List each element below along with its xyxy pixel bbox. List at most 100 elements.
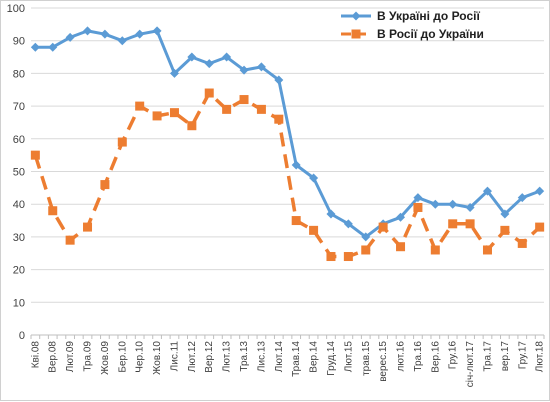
x-tick-label: Лют.12 (187, 341, 198, 373)
data-point (239, 65, 249, 75)
x-tick-label: Лют.15 (343, 341, 354, 373)
data-point (448, 219, 458, 229)
data-point (274, 114, 284, 124)
data-point (326, 252, 336, 262)
series-group (30, 26, 545, 262)
y-tick-label: 20 (13, 265, 25, 277)
data-point (83, 26, 93, 36)
legend: В Україні до Росії В Росії до України (341, 9, 484, 41)
data-point (274, 75, 284, 85)
data-point (396, 242, 406, 252)
data-point (517, 193, 527, 203)
data-point (100, 29, 110, 39)
data-point (413, 202, 423, 212)
data-point (204, 88, 214, 98)
data-point (117, 36, 127, 46)
x-tick-label: Кві.08 (30, 341, 41, 369)
x-tick-label: Тра.17 (482, 341, 493, 372)
data-point (500, 209, 510, 219)
data-point (30, 150, 40, 160)
data-point (117, 137, 127, 147)
data-point (187, 121, 197, 131)
data-point (343, 252, 353, 262)
x-tick-label: Жов.10 (152, 341, 163, 375)
x-tick-label: Бер.10 (117, 341, 128, 373)
x-tick-label: Трав.14 (291, 341, 302, 377)
y-tick-label: 100 (7, 3, 25, 15)
data-point (465, 202, 475, 212)
x-tick-label: Тра.13 (239, 341, 250, 372)
data-point (239, 95, 249, 105)
legend-marker (351, 11, 361, 21)
data-point (135, 29, 145, 39)
y-axis-ticks: 0 10 20 30 40 50 60 70 80 90 100 (7, 3, 25, 342)
data-point (256, 62, 266, 72)
x-tick-label: Лют.13 (222, 341, 233, 373)
data-point (309, 173, 319, 183)
data-point (378, 222, 388, 232)
data-point (204, 59, 214, 69)
x-tick-label: верес.15 (378, 341, 389, 382)
x-tick-label: Вер.12 (204, 341, 215, 373)
y-tick-label: 30 (13, 232, 25, 244)
x-tick-label: Лют.18 (535, 341, 546, 373)
data-point (517, 238, 527, 248)
x-tick-label: вер.17 (500, 341, 511, 372)
x-tick-label: січ-лют.17 (465, 341, 476, 388)
x-tick-label: Лют.14 (274, 341, 285, 373)
x-tick-label: Лис.13 (256, 341, 267, 372)
data-point (448, 199, 458, 209)
x-tick-label: Лют.09 (65, 341, 76, 373)
data-point (65, 32, 75, 42)
x-tick-label: Тра.16 (413, 341, 424, 372)
data-point (482, 245, 492, 255)
legend-label: В Росії до України (377, 27, 484, 41)
x-tick-label: Тра.09 (83, 341, 94, 372)
data-point (413, 193, 423, 203)
data-point (30, 42, 40, 52)
data-point (396, 212, 406, 222)
x-tick-label: Жов.09 (100, 341, 111, 375)
data-point (309, 225, 319, 235)
y-tick-label: 40 (13, 199, 25, 211)
axes (30, 334, 545, 339)
y-tick-label: 90 (13, 36, 25, 48)
data-point (152, 111, 162, 121)
data-point (343, 219, 353, 229)
data-point (535, 222, 545, 232)
data-point (361, 232, 371, 242)
data-point (465, 219, 475, 229)
y-tick-label: 80 (13, 68, 25, 80)
data-point (83, 222, 93, 232)
data-point (222, 52, 232, 62)
data-point (48, 206, 58, 216)
x-tick-label: Вер.16 (430, 341, 441, 373)
x-tick-label: Вер.14 (309, 341, 320, 373)
x-tick-label: Груд.14 (326, 341, 337, 376)
x-tick-label: Гру.16 (448, 341, 459, 370)
data-point (100, 180, 110, 190)
data-point (135, 101, 145, 111)
x-tick-label: Лис.11 (169, 341, 180, 372)
data-point (169, 108, 179, 118)
legend-marker (351, 29, 361, 39)
data-point (169, 68, 179, 78)
x-tick-label: Вер.08 (48, 341, 59, 373)
legend-label: В Україні до Росії (377, 9, 480, 23)
data-point (482, 186, 492, 196)
y-tick-label: 10 (13, 297, 25, 309)
y-tick-label: 50 (13, 167, 25, 179)
data-point (291, 216, 301, 226)
y-tick-label: 70 (13, 101, 25, 113)
x-tick-label: Гру.17 (517, 341, 528, 370)
data-point (535, 186, 545, 196)
y-tick-label: 60 (13, 134, 25, 146)
x-tick-label: лют.16 (396, 341, 407, 372)
data-point (48, 42, 58, 52)
data-point (291, 160, 301, 170)
data-point (500, 225, 510, 235)
x-axis-ticks: Кві.08 Вер.08 Лют.09 Тра.09 Жов.09 Бер.10 Чер.… (30, 341, 545, 388)
data-point (187, 52, 197, 62)
